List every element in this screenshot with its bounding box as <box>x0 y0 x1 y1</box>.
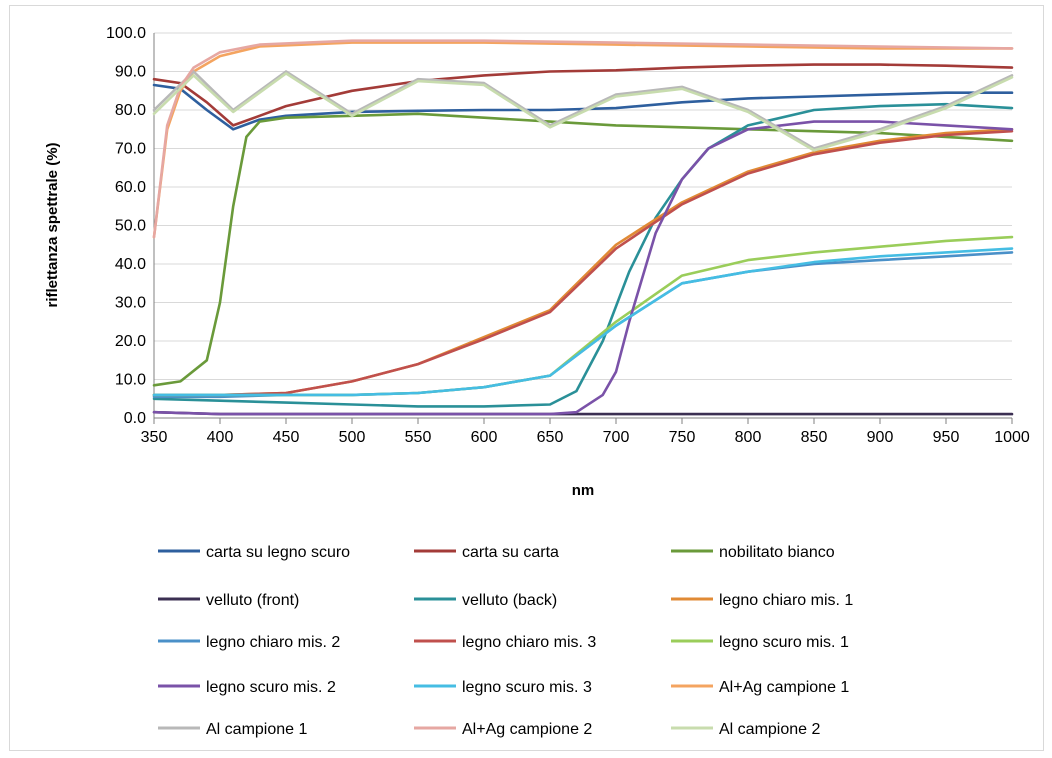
x-tick-label: 700 <box>603 429 630 446</box>
legend-item: carta su carta <box>414 544 559 561</box>
x-tick-label: 600 <box>471 429 498 446</box>
y-tick-label: 100.0 <box>106 25 146 42</box>
legend-item: nobilitato bianco <box>671 544 835 561</box>
legend-label: legno scuro mis. 2 <box>206 679 336 696</box>
y-axis-title: riflettanza spettrale (%) <box>44 142 61 307</box>
legend-item: legno chiaro mis. 2 <box>158 634 340 651</box>
x-tick-label: 800 <box>735 429 762 446</box>
legend-item: velluto (back) <box>414 592 557 609</box>
legend-label: Al campione 1 <box>206 721 307 738</box>
legend-item: legno scuro mis. 1 <box>671 634 849 651</box>
legend: carta su legno scuro carta su carta nobili… <box>158 544 853 738</box>
legend-label: carta su legno scuro <box>206 544 350 561</box>
y-tick-label: 50.0 <box>115 218 146 235</box>
legend-label: legno chiaro mis. 1 <box>719 592 853 609</box>
x-tick-label: 400 <box>207 429 234 446</box>
x-tick-label: 350 <box>141 429 168 446</box>
series-line-3 <box>152 112 1014 387</box>
x-tick-label: 1000 <box>994 429 1030 446</box>
tick-labels: 0.0 10.0 20.0 30.0 40.0 50.0 60.0 70.0 80.0 90.0 1… <box>106 25 1030 446</box>
series-line-8 <box>152 129 1014 397</box>
legend-label: carta su carta <box>462 544 559 561</box>
series-line-14 <box>152 39 1014 239</box>
chart-frame <box>9 5 1044 751</box>
legend-label: Al+Ag campione 1 <box>719 679 849 696</box>
x-tick-label: 950 <box>933 429 960 446</box>
gridlines <box>154 32 1012 380</box>
x-tick-label: 900 <box>867 429 894 446</box>
legend-item: legno scuro mis. 3 <box>414 679 592 696</box>
legend-item: carta su legno scuro <box>158 544 350 561</box>
y-tick-label: 0.0 <box>124 410 146 427</box>
x-tick-label: 650 <box>537 429 564 446</box>
x-tick-label: 750 <box>669 429 696 446</box>
y-tick-label: 30.0 <box>115 295 146 312</box>
y-tick-label: 60.0 <box>115 179 146 196</box>
legend-item: Al+Ag campione 2 <box>414 721 592 738</box>
series-line-7 <box>152 251 1014 399</box>
x-axis-title: nm <box>572 482 595 499</box>
legend-label: nobilitato bianco <box>719 544 835 561</box>
legend-label: legno chiaro mis. 3 <box>462 634 596 651</box>
legend-label: velluto (front) <box>206 592 299 609</box>
y-tick-label: 90.0 <box>115 64 146 81</box>
legend-label: Al+Ag campione 2 <box>462 721 592 738</box>
y-tick-label: 70.0 <box>115 141 146 158</box>
series-lines <box>152 39 1014 416</box>
legend-label: legno scuro mis. 3 <box>462 679 592 696</box>
x-tick-label: 450 <box>273 429 300 446</box>
x-tick-label: 550 <box>405 429 432 446</box>
legend-label: legno chiaro mis. 2 <box>206 634 340 651</box>
series-line-13 <box>152 70 1014 150</box>
legend-item: velluto (front) <box>158 592 299 609</box>
y-tick-label: 20.0 <box>115 333 146 350</box>
legend-label: velluto (back) <box>462 592 557 609</box>
legend-item: Al campione 1 <box>158 721 307 738</box>
series-line-11 <box>152 247 1014 397</box>
series-line-5 <box>152 102 1014 408</box>
legend-item: legno chiaro mis. 1 <box>671 592 853 609</box>
series-line-2 <box>152 63 1014 127</box>
x-tick-label: 850 <box>801 429 828 446</box>
series-line-15 <box>152 72 1014 152</box>
y-tick-label: 80.0 <box>115 102 146 119</box>
axes <box>153 33 1013 424</box>
y-tick-label: 40.0 <box>115 256 146 273</box>
legend-item: legno scuro mis. 2 <box>158 679 336 696</box>
legend-item: legno chiaro mis. 3 <box>414 634 596 651</box>
legend-label: Al campione 2 <box>719 721 820 738</box>
y-tick-label: 10.0 <box>115 372 146 389</box>
legend-item: Al campione 2 <box>671 721 820 738</box>
series-line-1 <box>152 83 1014 131</box>
x-tick-label: 500 <box>339 429 366 446</box>
series-line-10 <box>152 120 1014 416</box>
legend-label: legno scuro mis. 1 <box>719 634 849 651</box>
legend-item: Al+Ag campione 1 <box>671 679 849 696</box>
series-line-6 <box>152 128 1014 397</box>
